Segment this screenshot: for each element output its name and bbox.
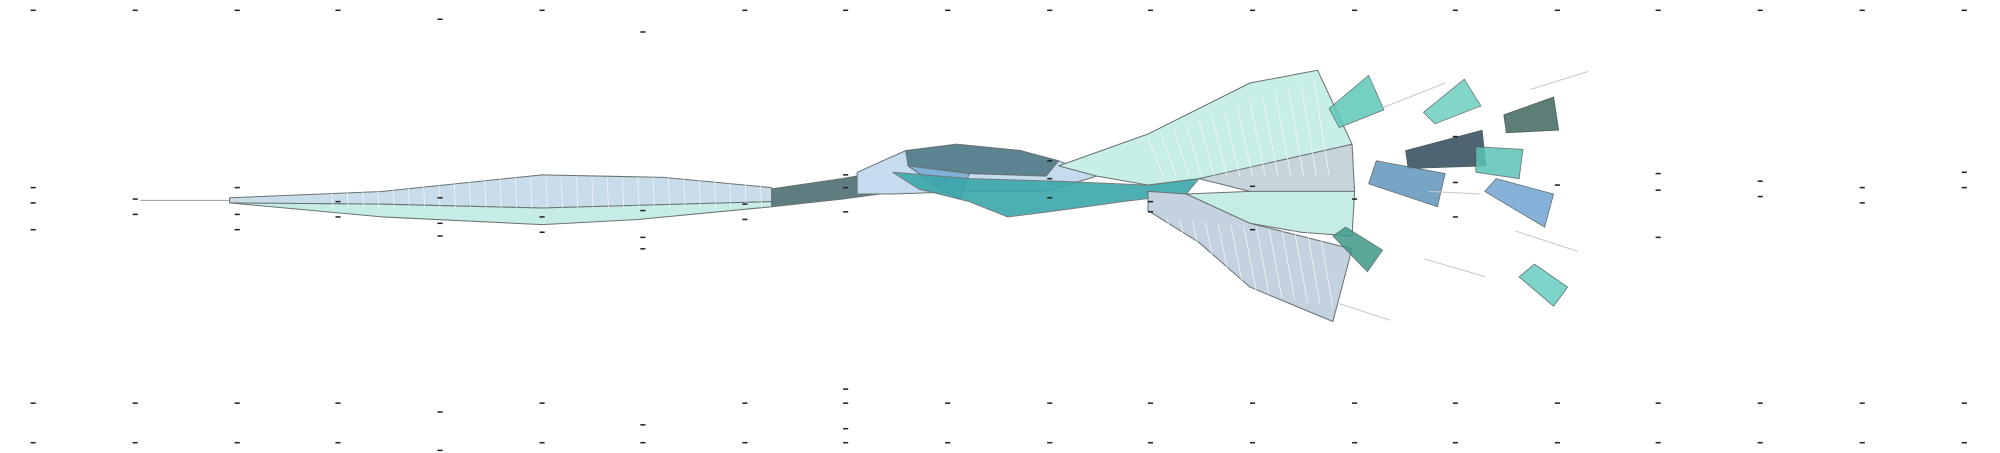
hatching [331, 79, 1334, 308]
hatch-line [361, 186, 364, 209]
fragment [1503, 96, 1560, 134]
dash-marks [30, 9, 1967, 452]
hatch-line [606, 177, 609, 209]
hatch-line [1300, 84, 1317, 177]
hatch-line [1243, 225, 1257, 293]
hatch-line [1204, 221, 1219, 285]
hatch-line [698, 177, 701, 209]
faint-line [1424, 258, 1487, 278]
fragment [1332, 226, 1384, 273]
hatch-line [637, 177, 640, 209]
faint-line [1515, 230, 1578, 252]
hatch-line [622, 177, 625, 209]
hatch-line [1185, 124, 1202, 177]
hatch-line [729, 177, 732, 209]
fragment [1368, 160, 1446, 208]
fragment [1328, 74, 1385, 129]
hatch-line [1160, 133, 1177, 177]
fragment [1475, 146, 1524, 180]
ribbon-right-lower [1147, 190, 1353, 323]
fragment [1484, 178, 1555, 228]
faint-line [1339, 303, 1391, 321]
hatch-line [1230, 224, 1244, 290]
hatch-line [1211, 115, 1228, 177]
hatch-line [392, 185, 395, 209]
fragments [1328, 71, 1589, 321]
hatch-line [377, 185, 380, 209]
hatch-line [1217, 223, 1232, 288]
hatch-line [713, 177, 716, 209]
hatch-line [1173, 128, 1190, 177]
hatch-line [1268, 228, 1283, 298]
ribbons [140, 69, 1356, 323]
hatch-line [576, 177, 579, 209]
hatch-line [591, 177, 594, 209]
hatch-line [759, 177, 762, 209]
hatch-line [1287, 88, 1304, 177]
hatch-line [1179, 219, 1193, 280]
hatch-line [545, 177, 548, 209]
hatch-line [560, 177, 563, 209]
hatch-line [1275, 93, 1292, 177]
fragment [1518, 263, 1569, 307]
hatch-line [683, 177, 686, 209]
hatch-line [438, 182, 441, 209]
faint-line [1530, 71, 1589, 90]
hatch-line [744, 177, 747, 209]
fragment [1405, 129, 1487, 169]
hatch-line [1262, 97, 1279, 177]
hatch-line [1256, 227, 1270, 295]
hatch-line [1281, 229, 1296, 300]
hatch-line [1224, 110, 1241, 177]
fragment [1422, 78, 1482, 125]
hatch-line [1147, 137, 1164, 177]
hatch-line [484, 179, 487, 209]
hatch-line [331, 188, 334, 209]
hatch-line [1198, 119, 1215, 177]
hatch-line [499, 178, 502, 209]
hatch-line [1249, 102, 1266, 177]
hatch-line [1294, 230, 1308, 303]
faint-line [1383, 82, 1446, 108]
hatch-line [469, 180, 472, 209]
hatch-line [1313, 79, 1330, 177]
hatch-line [652, 177, 655, 209]
hatch-line [530, 177, 533, 209]
hatch-line [1166, 218, 1181, 277]
hatch-line [1307, 232, 1321, 306]
hatch-line [1192, 220, 1206, 283]
hatch-line [1153, 216, 1168, 275]
hatch-line [453, 181, 456, 209]
hatch-line [346, 187, 349, 209]
hatch-line [514, 177, 517, 209]
hatch-line [1319, 233, 1334, 308]
faint-line [1428, 190, 1480, 195]
hatch-line [407, 184, 410, 209]
hatch-line [1236, 106, 1253, 177]
hatch-line [423, 183, 426, 209]
hatch-line [667, 177, 671, 209]
